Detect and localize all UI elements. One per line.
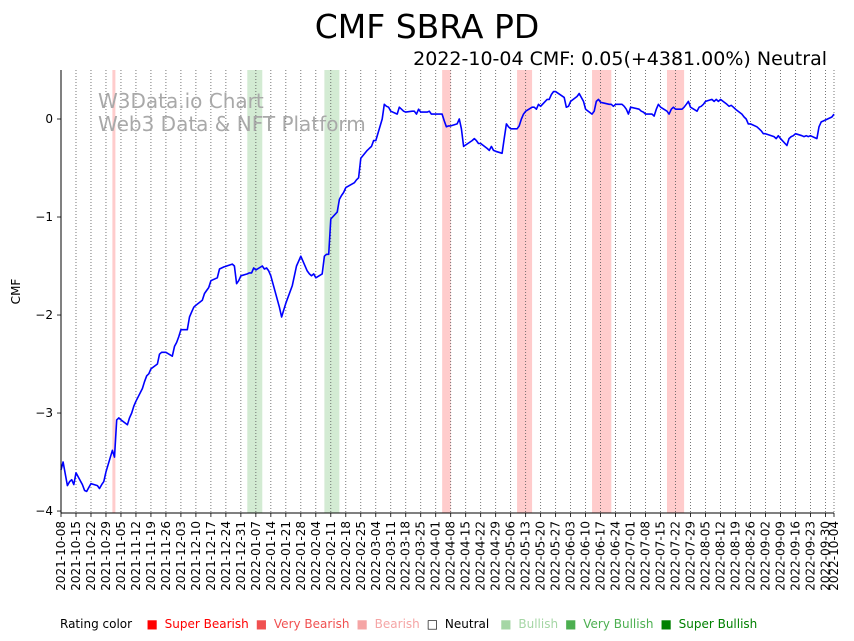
x-tick-label: 2021-12-24 (219, 521, 233, 591)
x-tick-label: 2022-07-22 (669, 521, 683, 591)
rating-band-bearish (592, 70, 612, 513)
legend-item: ■ Bullish (500, 617, 561, 631)
x-tick-label: 2022-05-06 (504, 521, 518, 591)
legend-label: Bearish (374, 617, 420, 631)
legend-label: Bullish (518, 617, 559, 631)
x-tick-label: 2022-09-23 (803, 521, 817, 591)
x-tick-label: 2021-11-12 (129, 521, 143, 591)
x-tick-label: 2021-11-26 (159, 521, 173, 591)
x-tick-label: 2022-08-05 (699, 521, 713, 591)
x-tick-label: 2022-04-15 (459, 521, 473, 591)
x-tick-label: 2021-10-29 (99, 521, 113, 591)
rating-band-bearish (442, 70, 451, 513)
chart-title: CMF SBRA PD (315, 7, 540, 46)
legend-item: ■ Super Bearish (147, 617, 252, 631)
rating-band-bullish (324, 70, 340, 513)
legend-item: ■ Super Bullish (660, 617, 760, 631)
legend-swatch: ■ (356, 617, 372, 631)
x-tick-label: 2022-03-18 (399, 521, 413, 591)
legend-item: ■ Very Bullish (565, 617, 656, 631)
legend-label: Very Bearish (273, 617, 350, 631)
x-tick-label: 2022-03-25 (414, 521, 428, 591)
x-tick-label: 2022-06-17 (594, 521, 608, 591)
x-tick-label: 2022-08-26 (743, 521, 757, 591)
legend-title: Rating color (60, 617, 133, 631)
x-tick-label: 2022-01-07 (249, 521, 263, 591)
legend-swatch: ■ (660, 617, 676, 631)
x-tick-label: 2022-10-04 (827, 521, 841, 591)
rating-band-bearish (112, 70, 116, 513)
x-tick-label: 2021-10-22 (84, 521, 98, 591)
x-tick-label: 2022-06-10 (579, 521, 593, 591)
x-tick-label: 2022-01-28 (294, 521, 308, 591)
y-tick-label: −1 (35, 210, 53, 224)
legend-swatch: ■ (255, 617, 271, 631)
legend-label: Neutral (444, 617, 490, 631)
legend-item: □ Neutral (427, 617, 492, 631)
legend-swatch: □ (426, 617, 442, 631)
x-tick-label: 2022-07-08 (639, 521, 653, 591)
x-tick-label: 2022-03-04 (369, 521, 383, 591)
x-tick-label: 2022-01-21 (279, 521, 293, 591)
x-tick-label: 2022-02-11 (324, 521, 338, 591)
rating-legend: Rating color ■ Super Bearish ■ Very Beari… (60, 617, 767, 631)
watermark-line: W3Data.io Chart (98, 89, 264, 113)
x-tick-label: 2022-05-20 (534, 521, 548, 591)
rating-band-bearish (517, 70, 533, 513)
x-tick-label: 2022-06-03 (564, 521, 578, 591)
x-tick-label: 2022-09-09 (773, 521, 787, 591)
x-tick-label: 2021-12-17 (204, 521, 218, 591)
x-tick-label: 2022-05-13 (519, 521, 533, 591)
legend-swatch: ■ (565, 617, 581, 631)
x-tick-label: 2022-04-29 (489, 521, 503, 591)
x-tick-label: 2021-12-31 (234, 521, 248, 591)
x-tick-label: 2022-06-24 (609, 521, 623, 591)
x-tick-label: 2022-07-29 (684, 521, 698, 591)
cmf-line (60, 90, 835, 493)
x-tick-label: 2021-10-15 (69, 521, 83, 591)
legend-label: Super Bearish (164, 617, 249, 631)
x-tick-label: 2022-07-01 (624, 521, 638, 591)
x-tick-label: 2022-04-08 (444, 521, 458, 591)
x-tick-label: 2022-08-12 (714, 521, 728, 591)
x-tick-label: 2022-07-15 (654, 521, 668, 591)
rating-band-bearish (666, 70, 685, 513)
x-tick-label: 2022-04-22 (474, 521, 488, 591)
x-tick-label: 2022-02-25 (354, 521, 368, 591)
x-tick-label: 2021-11-05 (114, 521, 128, 591)
x-tick-label: 2022-08-19 (729, 521, 743, 591)
x-tick-label: 2021-12-03 (174, 521, 188, 591)
legend-item: ■ Bearish (357, 617, 423, 631)
rating-band-bullish (247, 70, 263, 513)
x-tick-label: 2022-09-02 (758, 521, 772, 591)
legend-label: Super Bullish (678, 617, 758, 631)
x-tick-label: 2022-04-01 (429, 521, 443, 591)
x-tick-label: 2022-02-18 (339, 521, 353, 591)
x-tick-label: 2022-05-27 (549, 521, 563, 591)
y-tick-label: −3 (35, 406, 53, 420)
x-tick-label: 2022-02-04 (309, 521, 323, 591)
watermark-line: Web3 Data & NFT Platform (98, 112, 366, 136)
y-tick-label: 0 (45, 112, 53, 126)
y-tick-label: −2 (35, 308, 53, 322)
legend-swatch: ■ (146, 617, 162, 631)
y-axis-label: CMF (9, 279, 23, 305)
x-tick-label: 2021-11-19 (144, 521, 158, 591)
x-tick-label: 2022-03-11 (384, 521, 398, 591)
x-tick-label: 2022-09-30 (818, 521, 832, 591)
x-tick-label: 2022-09-16 (788, 521, 802, 591)
legend-item: ■ Very Bearish (256, 617, 353, 631)
chart-subtitle: 2022-10-04 CMF: 0.05(+4381.00%) Neutral (413, 48, 827, 70)
legend-label: Very Bullish (583, 617, 654, 631)
x-tick-label: 2021-10-08 (54, 521, 68, 591)
x-tick-label: 2022-01-14 (264, 521, 278, 591)
legend-swatch: ■ (500, 617, 516, 631)
x-tick-label: 2021-12-10 (189, 521, 203, 591)
y-tick-label: −4 (35, 504, 53, 518)
